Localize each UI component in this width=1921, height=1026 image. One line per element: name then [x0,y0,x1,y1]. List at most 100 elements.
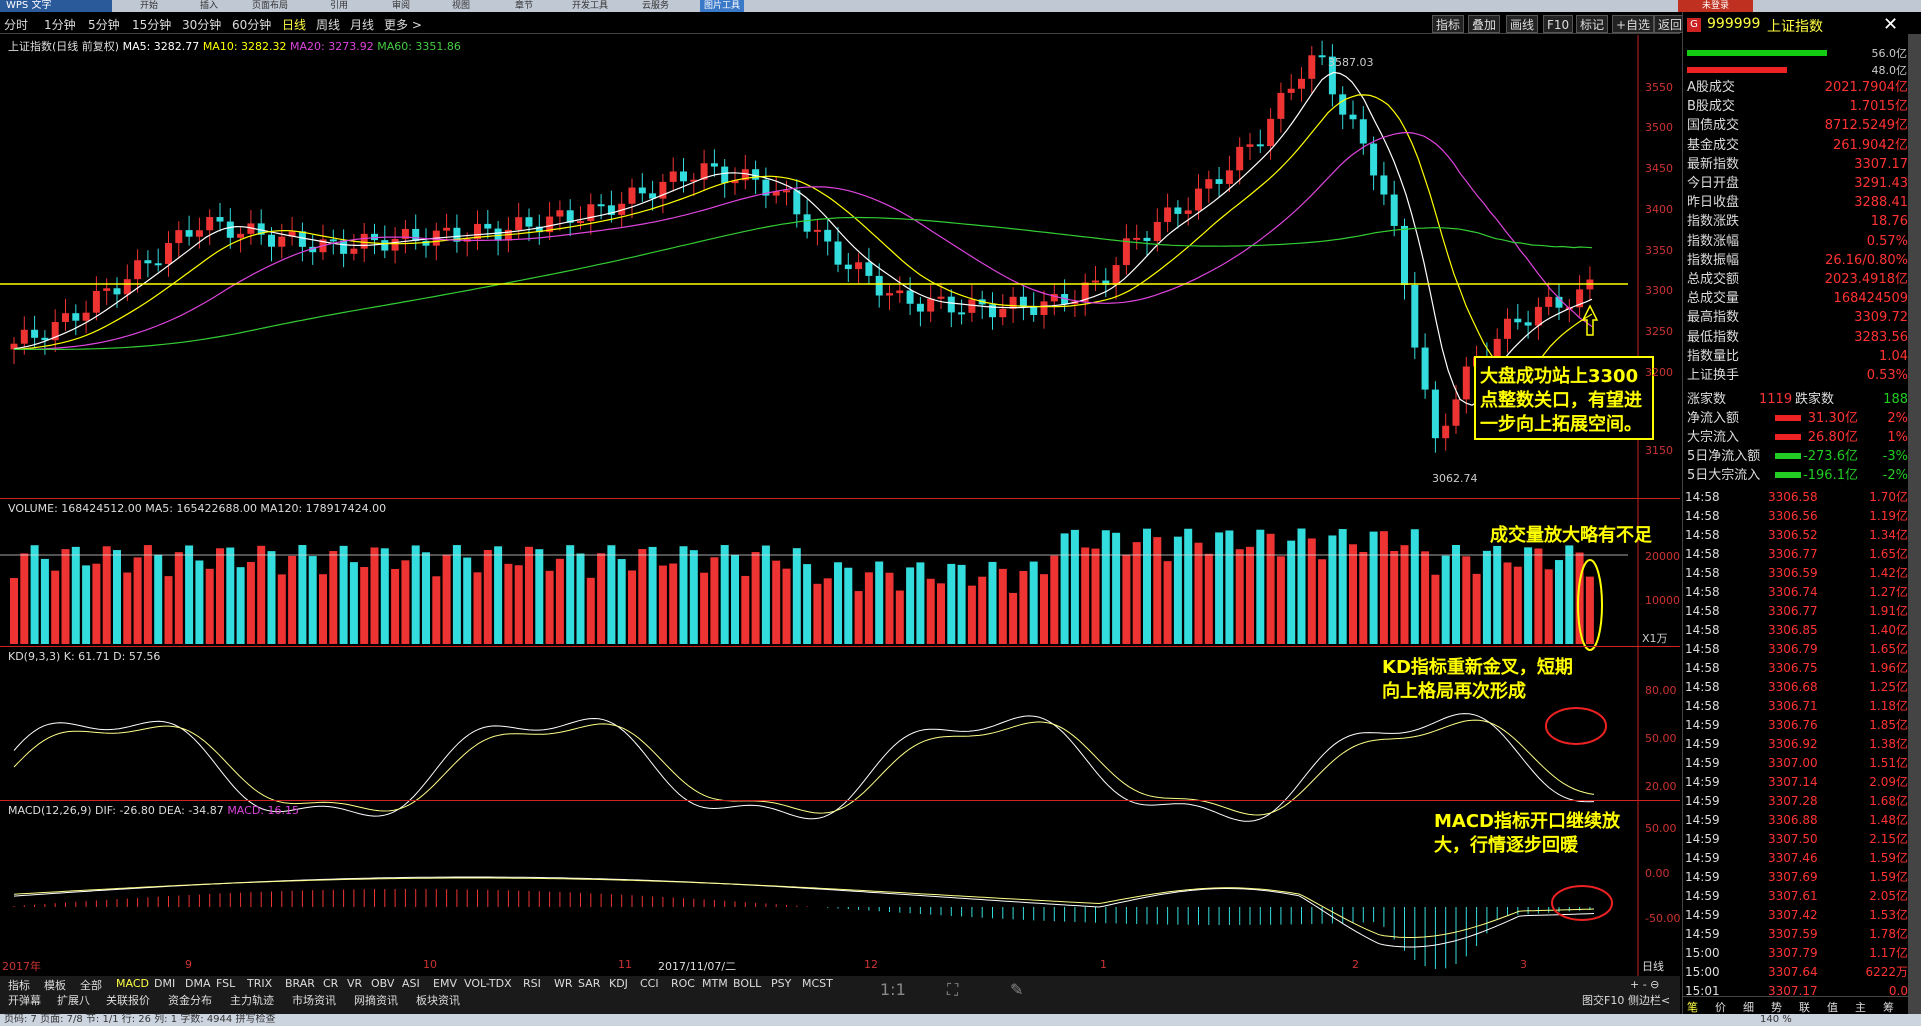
vertical-scrollbar[interactable] [1908,34,1921,1014]
period-15min[interactable]: 15分钟 [132,18,172,32]
indicator-tabs: 指标 模板 全部 MACD DMI DMA FSL TRIX BRAR CR VR OBV ASI EMV… [0,976,1680,992]
indicator-tab[interactable]: KDJ [609,977,628,990]
indicator-tab[interactable]: BOLL [733,977,762,990]
quote-row: 指数量比 1.04 [1687,348,1908,364]
edit-icon[interactable]: ✎ [1010,980,1024,999]
f10-graph-button[interactable]: 图交F10 [1582,994,1625,1007]
menu-picture-tools[interactable]: 图片工具 [700,0,745,12]
indicator-tab[interactable]: VR [347,977,363,990]
flow-row: 净流入额 31.30亿 2% [1687,411,1908,426]
indicator-tab[interactable]: 模板 [44,979,66,992]
indicator-tab[interactable]: SAR [578,977,601,990]
volume-panel-divider [0,498,1680,499]
tick-row: 14:58 3306.85 1.40亿 [1685,623,1908,637]
quote-bottom-tabs: 笔 价 细 势 联 值 主 筹 [1683,996,1908,1014]
tick-row: 14:59 3307.61 2.05亿 [1685,889,1908,903]
menu-review[interactable]: 审阅 [392,1,411,11]
buy-volume-bar [1687,50,1827,56]
chart-canvas[interactable] [0,35,1680,977]
menu-view[interactable]: 视图 [452,1,471,11]
period-monthly[interactable]: 月线 [350,18,375,32]
extension-tab[interactable]: 板块资讯 [416,994,460,1007]
indicator-tab[interactable]: TRIX [247,977,273,990]
tab-trades[interactable]: 笔 [1687,1001,1698,1014]
indicator-tab[interactable]: CR [323,977,339,990]
sell-volume-label: 48.0亿 [1871,64,1908,77]
volume-title: VOLUME: 168424512.00 MA5: 165422688.00 M… [8,502,387,515]
extension-tab[interactable]: 开弹幕 [8,994,41,1007]
tool-add-favorite-button[interactable]: +自选 [1612,15,1655,33]
status-zoom[interactable]: 140 % [1760,1014,1792,1025]
period-more[interactable]: 更多 > [384,18,422,32]
extension-tab[interactable]: 主力轨迹 [230,994,274,1007]
y-tick: 80.00 [1645,684,1677,697]
indicator-tab[interactable]: BRAR [285,977,315,990]
extension-tab[interactable]: 网摘资讯 [354,994,398,1007]
period-daily[interactable]: 日线 [282,18,307,32]
sidebar-toggle[interactable]: 侧边栏< [1628,994,1671,1007]
period-30min[interactable]: 30分钟 [182,18,222,32]
screenshot-icon[interactable]: ⛶ [947,980,959,999]
indicator-tab[interactable]: MCST [802,977,833,990]
extension-tab[interactable]: 市场资讯 [292,994,336,1007]
tool-overlay-button[interactable]: 叠加 [1468,15,1501,33]
candlestick-area [10,40,1594,453]
indicator-tab[interactable]: OBV [371,977,395,990]
y-tick: 3550 [1645,81,1673,94]
tab-detail[interactable]: 细 [1743,1001,1754,1014]
period-weekly[interactable]: 周线 [316,18,341,32]
indicator-tab[interactable]: 全部 [80,979,102,992]
tab-value[interactable]: 值 [1827,1001,1838,1014]
period-5min[interactable]: 5分钟 [88,18,120,32]
tick-row: 14:58 3306.59 1.42亿 [1685,566,1908,580]
indicator-tab[interactable]: ASI [402,977,420,990]
menu-devtools[interactable]: 开发工具 [572,1,609,11]
indicator-tab[interactable]: WR [554,977,573,990]
tick-row: 14:58 3306.71 1.18亿 [1685,699,1908,713]
indicator-tab[interactable]: VOL-TDX [464,977,512,990]
menu-insert[interactable]: 插入 [200,1,219,11]
tool-draw-button[interactable]: 画线 [1506,15,1539,33]
menu-start[interactable]: 开始 [140,1,159,11]
annotation-box [1474,356,1654,440]
tool-mark-button[interactable]: 标记 [1576,15,1609,33]
indicator-tab[interactable]: DMI [154,977,176,990]
indicator-tab[interactable]: CCI [640,977,659,990]
annotation-macd: MACD指标开口继续放 大，行情逐步回暖 [1434,811,1620,856]
menu-layout[interactable]: 页面布局 [252,1,289,11]
indicator-tab[interactable]: EMV [433,977,457,990]
indicator-tab[interactable]: FSL [216,977,236,990]
period-60min[interactable]: 60分钟 [232,18,272,32]
extension-tab[interactable]: 关联报价 [106,994,150,1007]
tab-link[interactable]: 联 [1799,1001,1810,1014]
period-fenshi[interactable]: 分时 [4,18,29,32]
period-1min[interactable]: 1分钟 [44,18,76,32]
indicator-tab[interactable]: MTM [702,977,728,990]
menu-cloud[interactable]: 云服务 [642,1,670,11]
volume-unit: X1万 [1642,632,1668,645]
quote-row: B股成交 1.7015亿 [1687,99,1908,115]
indicator-tab[interactable]: 指标 [8,979,30,992]
login-button[interactable]: 未登录 [1678,0,1753,12]
tab-main[interactable]: 主 [1855,1001,1866,1014]
zoom-controls[interactable]: + - ⊖ [1630,978,1660,991]
wps-logo[interactable]: WPS 文字 [0,0,112,12]
indicator-tab[interactable]: PSY [771,977,792,990]
tab-trend[interactable]: 势 [1771,1001,1782,1014]
indicator-tab[interactable]: ROC [671,977,695,990]
extension-tab[interactable]: 资金分布 [168,994,212,1007]
tab-price[interactable]: 价 [1715,1001,1726,1014]
indicator-tab[interactable]: DMA [185,977,211,990]
tool-indicator-button[interactable]: 指标 [1432,15,1465,33]
kd-highlight-circle [1545,707,1607,745]
menu-chapter[interactable]: 章节 [515,1,534,11]
tab-chips[interactable]: 筹 [1883,1001,1894,1014]
menu-reference[interactable]: 引用 [330,1,349,11]
low-price-mark: 3062.74 [1432,472,1478,485]
indicator-tab[interactable]: MACD [116,977,149,990]
zoom-ratio[interactable]: 1:1 [880,980,906,999]
indicator-tab[interactable]: RSI [523,977,541,990]
extension-tab[interactable]: 扩展八 [57,994,90,1007]
tool-f10-button[interactable]: F10 [1543,15,1574,33]
close-icon[interactable]: ✕ [1883,14,1899,35]
